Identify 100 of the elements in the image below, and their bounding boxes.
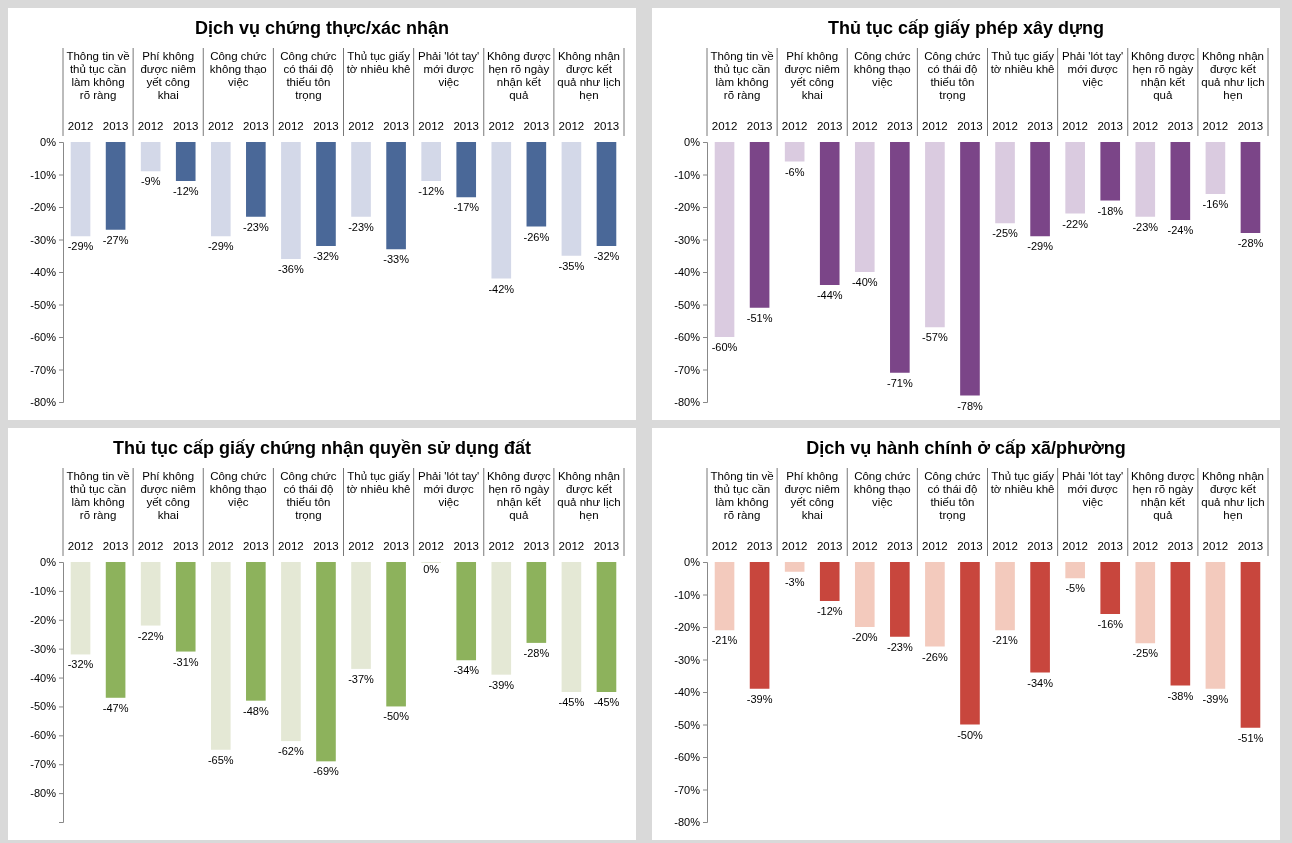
- x-tick-label: Thủ tục giấy tờ nhiêu khê: [346, 470, 411, 495]
- text: 2013: [102, 120, 129, 132]
- series-label: 2012: [711, 120, 738, 132]
- data-label: -18%: [1097, 204, 1124, 217]
- text: 2012: [418, 120, 444, 132]
- text: 2012: [558, 120, 585, 132]
- data-label: -25%: [1132, 647, 1159, 660]
- data-label: -50%: [383, 710, 410, 723]
- text: 2013: [816, 540, 843, 552]
- chart-title: Dịch vụ hành chính ở cấp xã/phường: [806, 438, 1126, 458]
- x-tick-label: Thủ tục giấy tờ nhiêu khê: [346, 50, 411, 75]
- y-tick-label: -50%: [674, 298, 701, 311]
- y-tick-label: -20%: [30, 201, 57, 214]
- x-tick-label: Phí không được niêm yết công khai: [140, 50, 196, 101]
- data-label: -47%: [102, 701, 129, 714]
- text: 2013: [383, 540, 409, 552]
- data-label: -38%: [1167, 689, 1194, 702]
- data-label: -22%: [137, 629, 164, 642]
- data-label: -39%: [1202, 692, 1229, 705]
- data-label: -21%: [711, 634, 738, 647]
- text: 2012: [1062, 540, 1088, 552]
- y-tick-label: -10%: [674, 168, 701, 181]
- data-label: -39%: [488, 678, 515, 691]
- y-tick-label: -10%: [30, 584, 57, 597]
- data-label: -34%: [1027, 676, 1054, 689]
- x-tick-label: Công chức có thái độ thiếu tôn trọng: [280, 470, 337, 521]
- y-tick-label: -70%: [674, 783, 701, 796]
- data-label: -12%: [418, 185, 445, 197]
- data-label: -45%: [558, 696, 585, 708]
- text: 2012: [992, 120, 1018, 132]
- data-label: -69%: [313, 765, 340, 778]
- text: 2012: [1062, 120, 1088, 132]
- data-label: -32%: [593, 250, 620, 262]
- data-label: -28%: [523, 646, 550, 659]
- text: 2013: [593, 540, 620, 552]
- data-label: -23%: [887, 640, 913, 653]
- data-label: -51%: [746, 311, 773, 324]
- data-label: -32%: [67, 658, 94, 671]
- x-tick-label: Công chức có thái độ thiếu tôn trọng: [924, 50, 981, 101]
- x-tick-label: Không được hẹn rõ ngày nhận kết quả: [1130, 50, 1195, 101]
- y-tick-label: -50%: [30, 298, 57, 311]
- x-tick-label: Công chức không thạo việc: [853, 470, 911, 508]
- text: 2013: [887, 540, 913, 552]
- y-tick-label: -40%: [674, 266, 701, 279]
- data-label: -44%: [816, 289, 843, 301]
- y-tick-label: -40%: [674, 686, 701, 699]
- data-label: -29%: [1027, 240, 1054, 253]
- y-tick-label: -20%: [30, 613, 57, 626]
- text: 2012: [207, 540, 234, 552]
- x-tick-label: Không nhận được kết quả như lịch hẹn: [1201, 50, 1265, 101]
- data-label: -29%: [67, 240, 94, 253]
- data-label: -40%: [851, 276, 878, 288]
- y-tick-label: -80%: [30, 396, 57, 409]
- x-tick-label: Không nhận được kết quả như lịch hẹn: [1201, 470, 1265, 521]
- y-tick-label: -30%: [30, 642, 57, 655]
- text: 2013: [172, 540, 199, 552]
- y-tick-label: -70%: [30, 758, 57, 771]
- data-label: -31%: [172, 655, 199, 668]
- data-label: -35%: [558, 259, 585, 272]
- x-tick-label: Không được hẹn rõ ngày nhận kết quả: [486, 50, 551, 101]
- series-label: 2012: [278, 120, 304, 132]
- y-tick-label: -10%: [30, 168, 57, 181]
- y-tick-label: -20%: [674, 621, 701, 634]
- data-label: -27%: [102, 233, 129, 246]
- text: 2012: [558, 540, 585, 552]
- text: 2013: [593, 120, 620, 132]
- text: 2013: [523, 540, 550, 552]
- y-tick-label: 0%: [40, 136, 57, 149]
- y-tick-label: -60%: [674, 331, 701, 344]
- y-tick-label: -30%: [674, 233, 701, 246]
- text: 2012: [418, 540, 444, 552]
- x-tick-label: Công chức có thái độ thiếu tôn trọng: [924, 470, 981, 521]
- x-tick-label: Phí không được niêm yết công khai: [784, 50, 840, 101]
- text: 2013: [816, 120, 843, 132]
- y-tick-label: -30%: [30, 233, 57, 246]
- y-tick-label: 0%: [684, 556, 701, 569]
- x-tick-label: Thủ tục giấy tờ nhiêu khê: [990, 50, 1055, 75]
- series-label: 2013: [243, 120, 269, 132]
- text: 2013: [1167, 540, 1194, 552]
- y-tick-label: -70%: [674, 363, 701, 376]
- data-label: -17%: [453, 201, 480, 214]
- text: 2013: [1027, 540, 1053, 552]
- x-tick-label: Không được hẹn rõ ngày nhận kết quả: [1130, 470, 1195, 521]
- text: 2012: [348, 120, 374, 132]
- y-tick-label: -20%: [674, 201, 701, 214]
- data-label: -21%: [992, 634, 1019, 647]
- data-label: 0%: [423, 563, 440, 575]
- data-label: -51%: [1237, 731, 1264, 744]
- y-tick-label: -50%: [30, 700, 57, 713]
- y-tick-label: -80%: [674, 816, 701, 829]
- x-tick-label: Phải 'lót tay' mới được việc: [418, 470, 480, 508]
- data-label: -25%: [992, 227, 1019, 240]
- y-tick-label: 0%: [684, 136, 701, 149]
- data-label: -39%: [746, 692, 773, 705]
- text: 2013: [453, 120, 480, 132]
- data-label: -26%: [922, 650, 948, 663]
- data-label: -29%: [207, 240, 234, 253]
- y-tick-label: -40%: [30, 266, 57, 279]
- text: 2013: [102, 540, 129, 552]
- chart-title: Dịch vụ chứng thực/xác nhận: [194, 18, 450, 38]
